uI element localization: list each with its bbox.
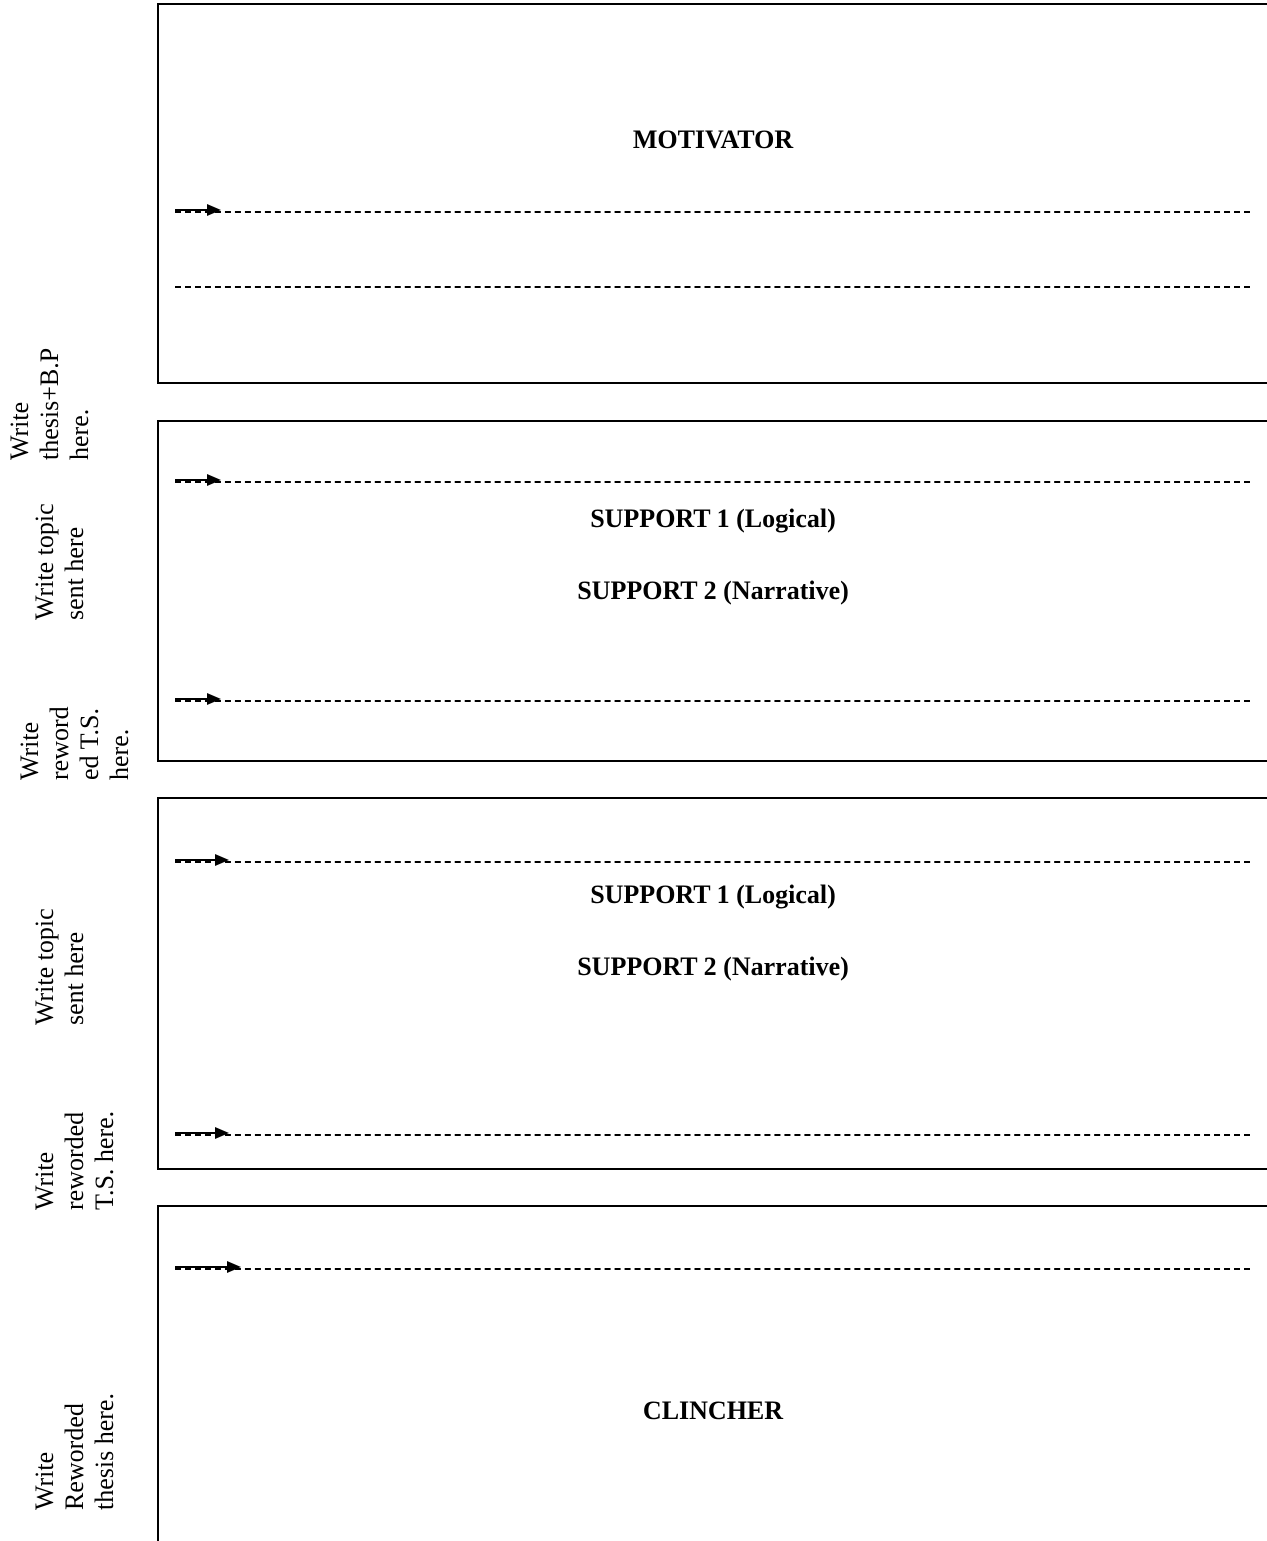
writing-line <box>175 700 1250 702</box>
motivator-heading: MOTIVATOR <box>632 125 794 154</box>
writing-line <box>175 1134 1250 1136</box>
writing-line <box>175 211 1250 213</box>
writing-line <box>175 286 1250 288</box>
side-label-line: Write <box>15 721 44 780</box>
clincher-box: CLINCHER <box>157 1205 1267 1541</box>
clincher-heading: CLINCHER <box>642 1396 784 1425</box>
side-label-topic-sentence-1: Write topic sent here <box>20 420 100 620</box>
side-label-line: Write <box>30 1151 59 1210</box>
side-label-topic-sentence-2: Write topic sent here <box>20 825 100 1025</box>
side-label-line: reworded <box>60 1111 89 1210</box>
side-label-line: here. <box>65 408 94 460</box>
body-paragraph-box-2: SUPPORT 1 (Logical) SUPPORT 2 (Narrative… <box>157 797 1267 1170</box>
body-paragraph-box-1: SUPPORT 1 (Logical) SUPPORT 2 (Narrative… <box>157 420 1267 762</box>
side-label-line: here. <box>105 728 134 780</box>
arrow-icon <box>175 204 221 216</box>
support-2-heading: SUPPORT 2 (Narrative) <box>577 952 849 981</box>
side-label-reworded-thesis: Write Reworded thesis here. <box>20 1290 130 1510</box>
side-label-line: sent here <box>60 931 89 1025</box>
writing-line <box>175 861 1250 863</box>
side-label-thesis: Write thesis+B.P here. <box>0 80 105 460</box>
arrow-icon <box>175 693 221 705</box>
side-label-line: sent here <box>60 526 89 620</box>
side-label-line: T.S. here. <box>90 1110 119 1210</box>
side-label-reworded-ts-1: Write reword ed T.S. here. <box>0 650 150 780</box>
side-label-reworded-ts-2: Write reworded T.S. here. <box>20 1010 130 1210</box>
writing-line <box>175 481 1250 483</box>
support-2-heading: SUPPORT 2 (Narrative) <box>577 576 849 605</box>
side-label-line: ed T.S. <box>75 708 104 780</box>
arrow-icon <box>175 474 221 486</box>
support-1-heading: SUPPORT 1 (Logical) <box>590 880 836 909</box>
support-1-heading: SUPPORT 1 (Logical) <box>590 504 836 533</box>
side-label-line: thesis here. <box>90 1393 119 1510</box>
side-label-line: thesis+B.P <box>35 347 64 460</box>
side-label-line: Write <box>5 401 34 460</box>
side-label-line: Write topic <box>30 908 59 1025</box>
side-label-line: Reworded <box>60 1403 89 1510</box>
arrow-icon <box>175 1127 229 1139</box>
side-label-line: Write topic <box>30 503 59 620</box>
motivator-box: MOTIVATOR <box>157 3 1267 384</box>
arrow-icon <box>175 1261 241 1273</box>
writing-line <box>175 1268 1250 1270</box>
arrow-icon <box>175 854 229 866</box>
side-label-line: reword <box>45 706 74 780</box>
side-label-line: Write <box>30 1451 59 1510</box>
